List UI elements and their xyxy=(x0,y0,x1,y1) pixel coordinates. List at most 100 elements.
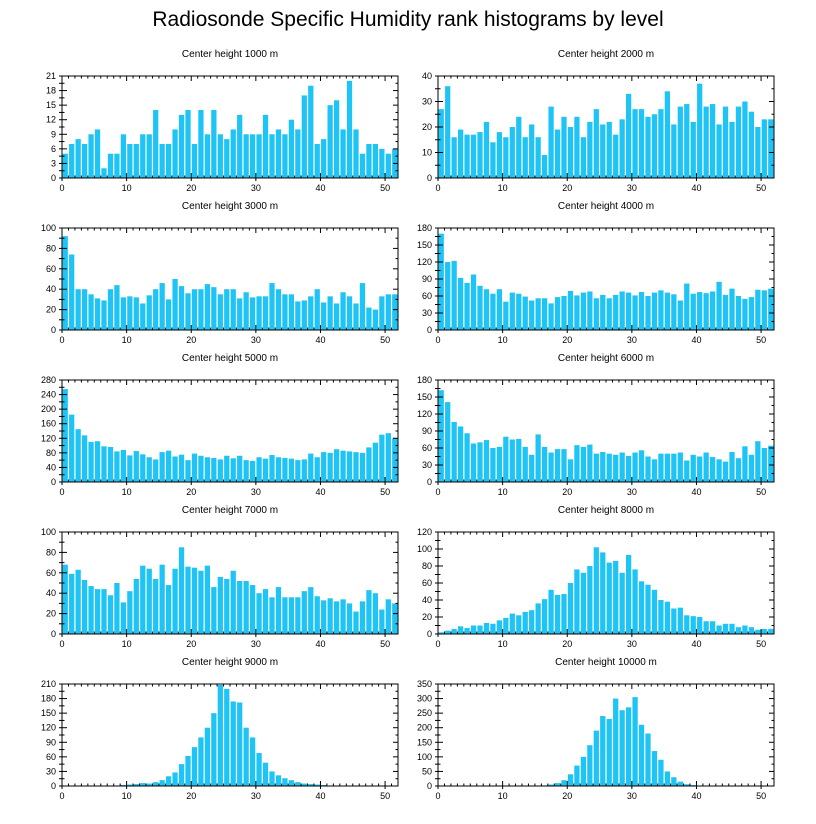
y-tick-label: 160 xyxy=(41,419,56,429)
bar xyxy=(671,608,677,634)
bar xyxy=(703,293,709,330)
y-tick-label: 60 xyxy=(422,578,432,588)
bar xyxy=(716,124,722,178)
y-tick-label: 80 xyxy=(46,243,56,253)
x-tick-label: 50 xyxy=(756,639,766,649)
bar xyxy=(243,580,249,634)
y-tick-label: 180 xyxy=(41,694,56,704)
bar xyxy=(237,702,243,786)
y-tick-label: 0 xyxy=(427,781,432,791)
x-tick-label: 0 xyxy=(435,335,440,345)
bar xyxy=(321,600,327,634)
bar xyxy=(496,620,503,634)
bar xyxy=(107,153,114,178)
bar xyxy=(211,110,217,178)
bar xyxy=(172,279,178,330)
bar xyxy=(392,294,398,330)
bar xyxy=(230,701,236,786)
bar xyxy=(172,129,178,178)
bar xyxy=(632,452,638,482)
y-tick-label: 280 xyxy=(41,375,56,385)
y-tick-label: 150 xyxy=(417,737,432,747)
x-tick-label: 0 xyxy=(59,183,64,193)
bar xyxy=(548,303,554,330)
bar xyxy=(451,137,457,178)
x-tick-label: 40 xyxy=(691,639,701,649)
bar xyxy=(606,718,612,786)
bar xyxy=(761,290,767,330)
bar xyxy=(619,452,625,482)
bar xyxy=(554,783,561,786)
bar xyxy=(729,623,735,634)
y-tick-label: 0 xyxy=(51,173,56,183)
bar xyxy=(690,454,696,482)
bar xyxy=(366,447,372,482)
bar xyxy=(211,457,217,482)
bar xyxy=(346,80,353,178)
panel-title: Center height 10000 m xyxy=(555,657,657,668)
bar xyxy=(372,442,379,482)
bar xyxy=(385,433,391,482)
bar xyxy=(262,762,269,786)
bar xyxy=(101,168,107,178)
x-tick-label: 40 xyxy=(691,183,701,193)
bar xyxy=(107,447,114,482)
bar xyxy=(159,144,165,178)
bar xyxy=(314,144,320,178)
histogram-panel-2: Center height 2000 m 0 10 20 30 40 50 0 10 20 30 40 xyxy=(422,49,775,193)
y-tick-label: 100 xyxy=(417,752,432,762)
bar xyxy=(529,124,535,178)
bar xyxy=(314,784,320,786)
bar xyxy=(127,144,133,178)
bar xyxy=(535,298,541,330)
x-tick-label: 10 xyxy=(122,335,132,345)
bar xyxy=(275,457,282,482)
bar xyxy=(509,613,515,634)
bar xyxy=(716,459,722,482)
bar xyxy=(178,547,185,634)
bar xyxy=(262,458,269,482)
bar xyxy=(133,144,139,178)
bar xyxy=(224,289,230,330)
bar xyxy=(75,289,81,330)
bar xyxy=(638,292,645,330)
bar xyxy=(748,627,755,634)
bar xyxy=(327,598,333,634)
bar xyxy=(198,570,204,634)
bar xyxy=(159,780,165,786)
x-tick-label: 10 xyxy=(498,335,508,345)
x-tick-label: 50 xyxy=(380,183,390,193)
bar xyxy=(314,289,320,330)
histogram-panel-10: Center height 10000 m 0 10 20 30 40 50 0 50 100 15… xyxy=(417,657,775,801)
bar xyxy=(742,446,748,482)
bar xyxy=(483,622,490,634)
y-tick-label: 200 xyxy=(41,404,56,414)
bar xyxy=(288,780,295,786)
bar xyxy=(574,295,580,330)
bar xyxy=(613,560,619,634)
bar xyxy=(146,295,152,330)
bar xyxy=(88,134,94,178)
bar xyxy=(645,116,651,178)
bar xyxy=(269,455,275,482)
panel-title: Center height 1000 m xyxy=(182,49,278,60)
bar xyxy=(632,109,638,178)
bar xyxy=(457,129,464,178)
bar xyxy=(88,294,94,330)
y-tick-label: 120 xyxy=(417,257,432,267)
y-tick-label: 3 xyxy=(51,158,56,168)
bar xyxy=(613,134,619,178)
bar xyxy=(146,134,152,178)
bar xyxy=(651,292,658,330)
bar xyxy=(392,438,398,482)
bar xyxy=(490,142,496,178)
x-tick-label: 10 xyxy=(122,183,132,193)
bar xyxy=(101,446,107,482)
x-tick-label: 40 xyxy=(315,487,325,497)
bar xyxy=(580,292,587,330)
bar xyxy=(69,144,75,178)
y-tick-label: 180 xyxy=(417,375,432,385)
bar xyxy=(490,293,496,330)
y-tick-label: 90 xyxy=(422,274,432,284)
bar xyxy=(755,629,761,634)
